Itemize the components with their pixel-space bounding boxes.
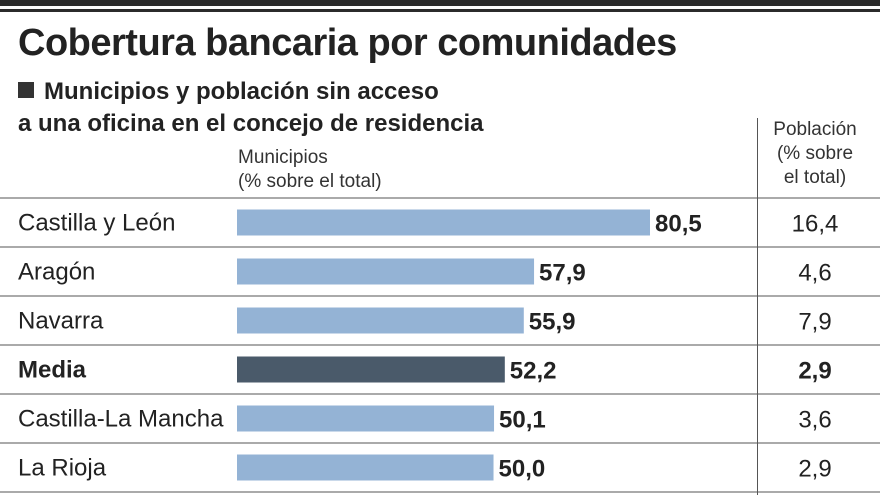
poblacion-header-line-3: el total): [783, 167, 847, 188]
value-label-castilla-la-mancha: 50,1: [499, 407, 546, 434]
category-label-media: Media: [18, 357, 87, 384]
chart-subtitle: Municipios y población sin acceso a una …: [18, 76, 484, 140]
category-label-aragon: Aragón: [18, 259, 95, 286]
municipios-header-line-1: Municipios: [238, 147, 328, 168]
value-label-navarra: 55,9: [529, 309, 576, 336]
subtitle-line-2: a una oficina en el concejo de residenci…: [18, 110, 484, 137]
value-label-la-rioja: 50,0: [499, 456, 546, 483]
municipios-column-header: Municipios (% sobre el total): [238, 146, 382, 194]
column-divider: [757, 118, 758, 495]
poblacion-value-castilla-y-leon: 16,4: [792, 211, 839, 238]
poblacion-value-castilla-la-mancha: 3,6: [798, 407, 831, 434]
category-label-la-rioja: La Rioja: [18, 455, 107, 482]
bar-castilla-y-leon: [237, 209, 650, 236]
category-label-castilla-la-mancha: Castilla-La Mancha: [18, 406, 224, 433]
poblacion-header-line-2: (% sobre: [776, 143, 854, 164]
poblacion-value-navarra: 7,9: [798, 309, 831, 336]
poblacion-value-media: 2,9: [798, 358, 831, 385]
chart-title: Cobertura bancaria por comunidades: [18, 22, 677, 64]
poblacion-value-aragon: 4,6: [798, 260, 831, 287]
value-label-castilla-y-leon: 80,5: [655, 211, 702, 238]
poblacion-column-header: Población (% sobre el total): [760, 118, 870, 190]
subtitle-line-1: Municipios y población sin acceso: [44, 78, 439, 105]
poblacion-value-la-rioja: 2,9: [798, 456, 831, 483]
value-label-aragon: 57,9: [539, 260, 586, 287]
bar-castilla-la-mancha: [237, 405, 495, 432]
top-rule: [0, 0, 880, 6]
poblacion-header-line-1: Población: [773, 119, 857, 140]
top-rule-thin: [0, 9, 880, 12]
bar-media: [237, 356, 505, 383]
municipios-header-line-2: (% sobre el total): [238, 171, 382, 192]
bar-aragon: [237, 258, 535, 285]
value-label-media: 52,2: [510, 358, 557, 385]
bar-navarra: [237, 307, 524, 334]
bar-la-rioja: [237, 454, 494, 481]
category-label-castilla-y-leon: Castilla y León: [18, 210, 175, 237]
square-bullet-icon: [18, 82, 34, 98]
category-label-navarra: Navarra: [18, 308, 104, 335]
